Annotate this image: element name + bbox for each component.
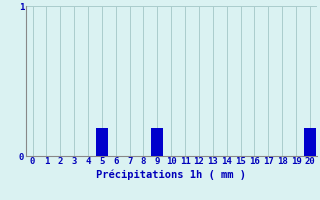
Bar [304,128,316,156]
Bar [151,128,163,156]
Bar [96,128,108,156]
X-axis label: Précipitations 1h ( mm ): Précipitations 1h ( mm ) [96,169,246,180]
